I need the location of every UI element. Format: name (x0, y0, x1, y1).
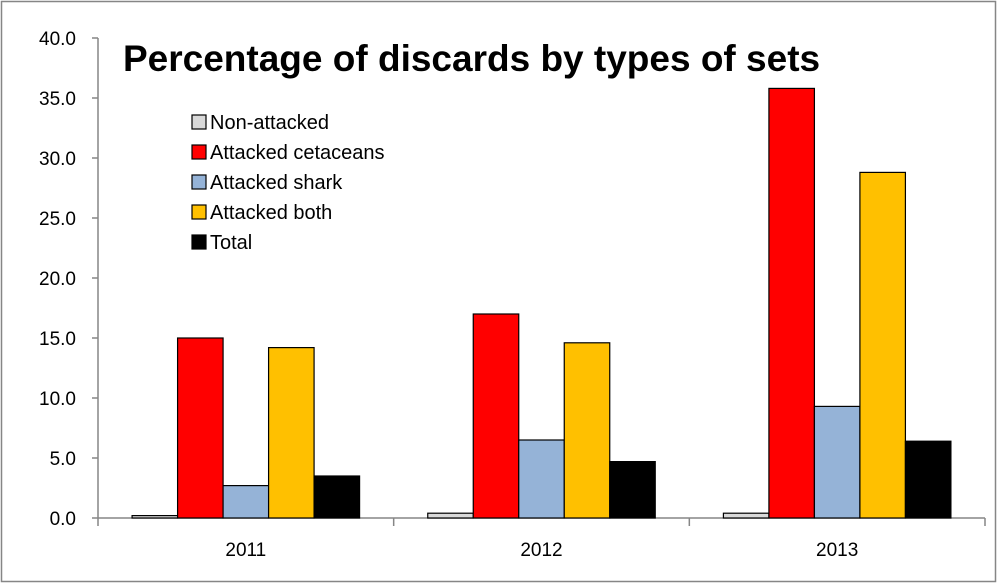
legend-swatch (191, 204, 207, 220)
bar-attacked-shark-2013 (813, 405, 861, 519)
bar-attacked-cetaceans-2013 (768, 87, 816, 519)
x-tick-label: 2013 (816, 540, 858, 561)
y-tick-label: 30.0 (39, 149, 76, 170)
y-tick-label: 20.0 (39, 269, 76, 290)
bar-total-2013 (904, 440, 952, 519)
bar-attacked-shark-2011 (222, 485, 270, 519)
legend-label: Total (210, 232, 252, 254)
bar-non-attacked-2012 (427, 512, 474, 519)
legend-swatch (191, 144, 207, 160)
legend-swatch (191, 114, 207, 130)
bar-attacked-both-2011 (267, 347, 315, 519)
bar-non-attacked-2013 (722, 512, 770, 519)
legend-label: Attacked both (210, 202, 332, 224)
bar-attacked-cetaceans-2012 (472, 313, 520, 519)
bar-attacked-both-2012 (563, 342, 611, 519)
legend-swatch (191, 174, 207, 190)
bars (131, 87, 952, 519)
bar-non-attacked-2011 (131, 514, 179, 519)
y-tick-label: 5.0 (50, 449, 76, 470)
x-tick-label: 2012 (520, 540, 562, 561)
bar-attacked-both-2013 (859, 171, 907, 519)
legend-label: Attacked cetaceans (210, 142, 385, 164)
y-tick-label: 35.0 (39, 89, 76, 110)
y-tick-label: 40.0 (39, 29, 76, 50)
legend-label: Non-attacked (210, 112, 329, 134)
y-tick-label: 10.0 (39, 389, 76, 410)
bar-attacked-shark-2012 (518, 439, 565, 519)
y-tick-label: 15.0 (39, 329, 76, 350)
legend-label: Attacked shark (210, 172, 343, 194)
bar-total-2012 (609, 461, 656, 519)
chart-title: Percentage of discards by types of sets (123, 38, 820, 79)
x-tick-label: 2011 (225, 540, 266, 561)
y-tick-label: 0.0 (50, 509, 76, 530)
legend: Non-attacked Attacked cetaceans Attacked s… (191, 112, 385, 254)
bar-total-2011 (313, 475, 361, 519)
y-tick-label: 25.0 (39, 209, 76, 230)
bar-attacked-cetaceans-2011 (176, 337, 224, 519)
legend-swatch (191, 234, 207, 250)
